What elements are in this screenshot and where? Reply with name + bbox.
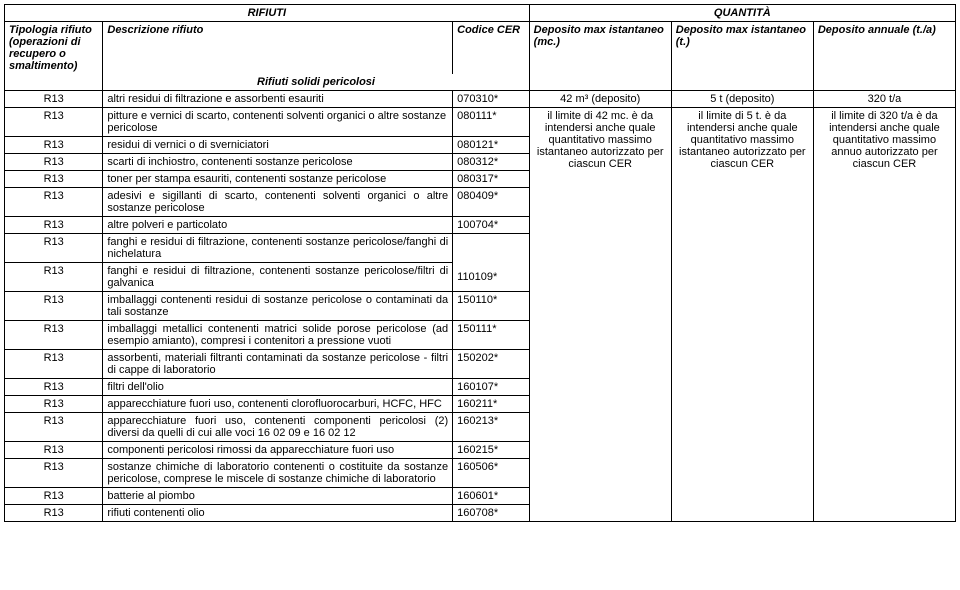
- cell-desc: pitture e vernici di scarto, contenenti …: [103, 108, 453, 137]
- cell-a: 320 t/a: [813, 91, 955, 108]
- cell-cer: 080121*: [453, 137, 530, 154]
- cell-cer: 160213*: [453, 413, 530, 442]
- cell-desc: apparecchiature fuori uso, contenenti co…: [103, 413, 453, 442]
- cell-cer: 160215*: [453, 442, 530, 459]
- cell-cer: 070310*: [453, 91, 530, 108]
- col-dep-ann: Deposito annuale (t./a): [813, 22, 955, 75]
- cell-desc: scarti di inchiostro, contenenti sostanz…: [103, 154, 453, 171]
- header-rifiuti: RIFIUTI: [5, 5, 530, 22]
- cell-cer: 080111*: [453, 108, 530, 137]
- cell-tip: R13: [5, 488, 103, 505]
- cell-tip: R13: [5, 442, 103, 459]
- cell-tip: R13: [5, 188, 103, 217]
- cell-tip: R13: [5, 413, 103, 442]
- cell-cer: 160107*: [453, 379, 530, 396]
- col-tipologia: Tipologia rifiuto (operazioni di recuper…: [5, 22, 103, 75]
- cell-tip: R13: [5, 263, 103, 292]
- cell-desc: rifiuti contenenti olio: [103, 505, 453, 522]
- col-descrizione: Descrizione rifiuto: [103, 22, 453, 75]
- cell-desc: componenti pericolosi rimossi da apparec…: [103, 442, 453, 459]
- cell-t: 5 t (deposito): [671, 91, 813, 108]
- cell-cer: 150110*: [453, 292, 530, 321]
- cell-desc: fanghi e residui di filtrazione, contene…: [103, 263, 453, 292]
- cell-cer: 080312*: [453, 154, 530, 171]
- cell-tip: R13: [5, 171, 103, 188]
- col-codice: Codice CER: [453, 22, 530, 75]
- cell-tip: R13: [5, 234, 103, 263]
- cell-desc: apparecchiature fuori uso, contenenti cl…: [103, 396, 453, 413]
- merged-t: il limite di 5 t. è da intendersi anche …: [671, 108, 813, 522]
- cell-desc: fanghi e residui di filtrazione, contene…: [103, 234, 453, 263]
- cell-desc: toner per stampa esauriti, contenenti so…: [103, 171, 453, 188]
- section-header: Rifiuti solidi pericolosi: [103, 74, 529, 91]
- cell-desc: imballaggi contenenti residui di sostanz…: [103, 292, 453, 321]
- col-dep-inst-t: Deposito max istantaneo (t.): [671, 22, 813, 75]
- cell-tip: R13: [5, 396, 103, 413]
- cell-desc: adesivi e sigillanti di scarto, contenen…: [103, 188, 453, 217]
- merged-a: il limite di 320 t/a è da intendersi anc…: [813, 108, 955, 522]
- cell-cer: 150111*: [453, 321, 530, 350]
- cell-tip: R13: [5, 459, 103, 488]
- cell-cer: 160601*: [453, 488, 530, 505]
- merged-mc: il limite di 42 mc. è da intendersi anch…: [529, 108, 671, 522]
- cell-desc: altri residui di filtrazione e assorbent…: [103, 91, 453, 108]
- cell-cer: 110109*: [453, 263, 530, 292]
- cell-cer: 160708*: [453, 505, 530, 522]
- cell-cer: 160211*: [453, 396, 530, 413]
- cell-cer: 080317*: [453, 171, 530, 188]
- cell-desc: imballaggi metallici contenenti matrici …: [103, 321, 453, 350]
- waste-table: RIFIUTI QUANTITÀ Tipologia rifiuto (oper…: [4, 4, 956, 522]
- cell-desc: filtri dell'olio: [103, 379, 453, 396]
- header-quantita: QUANTITÀ: [529, 5, 955, 22]
- col-dep-inst-mc: Deposito max istantaneo (mc.): [529, 22, 671, 75]
- cell-tip: R13: [5, 108, 103, 137]
- cell-tip: R13: [5, 505, 103, 522]
- cell-tip: R13: [5, 379, 103, 396]
- cell-cer: 160506*: [453, 459, 530, 488]
- cell-tip: R13: [5, 154, 103, 171]
- cell-mc: 42 m³ (deposito): [529, 91, 671, 108]
- cell-desc: residui di vernici o di sverniciatori: [103, 137, 453, 154]
- cell-cer: [453, 234, 530, 263]
- cell-tip: R13: [5, 217, 103, 234]
- cell-desc: batterie al piombo: [103, 488, 453, 505]
- cell-tip: R13: [5, 292, 103, 321]
- cell-desc: sostanze chimiche di laboratorio contene…: [103, 459, 453, 488]
- cell-tip: R13: [5, 91, 103, 108]
- cell-cer: 150202*: [453, 350, 530, 379]
- cell-cer: 100704*: [453, 217, 530, 234]
- cell-tip: R13: [5, 350, 103, 379]
- cell-desc: altre polveri e particolato: [103, 217, 453, 234]
- cell-desc: assorbenti, materiali filtranti contamin…: [103, 350, 453, 379]
- cell-tip: R13: [5, 137, 103, 154]
- cell-cer: 080409*: [453, 188, 530, 217]
- cell-tip: R13: [5, 321, 103, 350]
